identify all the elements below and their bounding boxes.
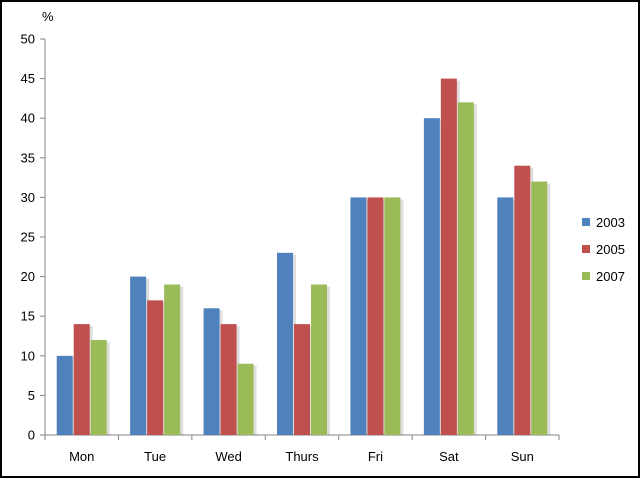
bar-thurs-2007 — [311, 284, 327, 435]
y-tick-label: 45 — [21, 71, 35, 86]
x-tick-label: Thurs — [285, 449, 319, 464]
y-tick-label: 15 — [21, 309, 35, 324]
bar-sun-2003 — [497, 197, 514, 435]
bar-tue-2005 — [147, 300, 164, 435]
legend-label: 2003 — [596, 215, 625, 230]
y-tick-label: 20 — [21, 269, 35, 284]
bar-sun-2005 — [514, 165, 531, 435]
bars — [56, 78, 551, 436]
bar-tue-2003 — [130, 276, 147, 435]
legend: 2003 2005 2007 — [582, 215, 625, 284]
bar-tue-2007 — [164, 284, 181, 435]
bar-wed-2007 — [237, 363, 254, 435]
bar-wed-2005 — [220, 324, 237, 435]
y-tick-label: 40 — [21, 111, 35, 126]
y-tick-label: 35 — [21, 150, 35, 165]
bar-fri-2005 — [367, 197, 384, 435]
y-tick-label: 25 — [21, 230, 35, 245]
legend-label: 2007 — [596, 269, 625, 284]
legend-swatch — [582, 218, 590, 226]
x-tick-labels: Mon Tue Wed Thurs Fri Sat Sun — [69, 449, 534, 464]
legend-swatch — [582, 245, 590, 253]
y-tick-label: 10 — [21, 348, 35, 363]
bar-sun-2007 — [531, 181, 548, 435]
y-tick-labels: 0 5 10 15 20 25 30 35 40 45 50 — [21, 32, 35, 443]
bar-thurs-2005 — [294, 324, 310, 435]
bar-thurs-2003 — [277, 252, 293, 435]
bar-sat-2005 — [440, 78, 457, 435]
bar-sat-2007 — [457, 102, 474, 436]
x-tick-label: Wed — [215, 449, 242, 464]
x-tick-label: Fri — [368, 449, 383, 464]
y-tick-label: 0 — [28, 428, 35, 443]
bar-wed-2003 — [203, 308, 220, 435]
bar-mon-2003 — [56, 355, 73, 435]
bar-fri-2007 — [384, 197, 401, 435]
bar-sat-2003 — [423, 118, 440, 435]
x-tick-label: Tue — [144, 449, 166, 464]
x-tick-label: Mon — [69, 449, 94, 464]
legend-label: 2005 — [596, 242, 625, 257]
legend-swatch — [582, 272, 590, 280]
bar-chart: % Mon Tue Wed Thurs Fri Sat Sun 0 5 10 15 20 25 30 35… — [21, 9, 625, 464]
y-axis-label: % — [42, 9, 54, 24]
y-tick-label: 50 — [21, 32, 35, 47]
bar-fri-2003 — [350, 197, 367, 435]
y-tick-label: 5 — [28, 388, 35, 403]
x-tick-label: Sun — [511, 449, 534, 464]
y-tick-label: 30 — [21, 190, 35, 205]
x-tick-label: Sat — [439, 449, 459, 464]
bar-mon-2007 — [90, 339, 107, 435]
bar-mon-2005 — [73, 324, 90, 435]
